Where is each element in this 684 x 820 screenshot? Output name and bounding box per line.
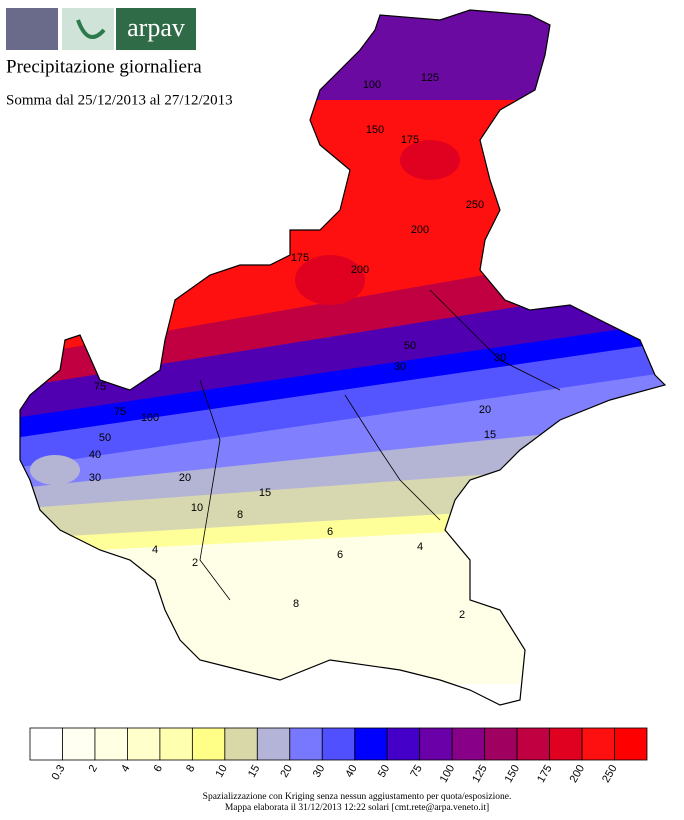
legend-label: 75: [408, 763, 425, 780]
legend-label: 30: [311, 763, 328, 780]
logo-mark-shape: [76, 19, 106, 40]
footer-note: Spazializzazione con Kriging senza nessu…: [203, 792, 512, 802]
contour-label: 40: [89, 449, 101, 461]
legend-swatch: [94, 727, 128, 761]
contour-label: 20: [479, 404, 491, 416]
province-border: [429, 289, 561, 391]
legend-label: 250: [600, 763, 620, 785]
legend-label: 15: [246, 763, 263, 780]
contour-label: 4: [152, 544, 158, 556]
subtitle: Somma dal 25/12/2013 al 27/12/2013: [6, 92, 233, 108]
contour-label: 10: [191, 502, 203, 514]
legend-swatch: [614, 727, 648, 761]
legend-label: 125: [470, 763, 490, 785]
logo-emblem: [6, 8, 58, 50]
legend-label: 100: [438, 763, 458, 785]
contour-label: 100: [363, 79, 381, 91]
legend-label: 8: [184, 763, 197, 774]
legend-swatch: [451, 727, 486, 761]
contour-label: 50: [99, 432, 111, 444]
legend-swatch: [191, 727, 226, 761]
logo-text: arpav: [127, 13, 185, 42]
legend-label: 4: [119, 763, 132, 774]
legend-swatch: [224, 727, 258, 761]
contour-label: 75: [94, 381, 106, 393]
band: [30, 455, 80, 485]
contour-label: 15: [484, 429, 496, 441]
legend-swatch: [419, 727, 453, 761]
contour-label: 175: [401, 134, 419, 146]
legend-label: 150: [503, 763, 523, 785]
band: [295, 255, 365, 305]
contour-label: 50: [404, 340, 416, 352]
contour-label: 20: [179, 472, 191, 484]
legend-swatch: [516, 727, 550, 761]
band: [400, 140, 460, 180]
contour-label: 125: [421, 72, 439, 84]
contour-label: 100: [141, 412, 159, 424]
footer-note: Mappa elaborata il 31/12/2013 12:22 sola…: [225, 803, 489, 813]
contour-label: 30: [394, 361, 406, 373]
contour-label: 4: [417, 541, 423, 553]
legend-label: 200: [568, 763, 588, 785]
legend-swatch: [581, 727, 615, 761]
province-border: [344, 394, 441, 521]
legend-swatch: [159, 727, 193, 761]
legend-label: 10: [213, 763, 230, 780]
contour-label: 30: [494, 352, 506, 364]
contour-label: 8: [237, 509, 243, 521]
logo-box: [116, 8, 196, 50]
contour-label: 250: [466, 199, 484, 211]
contour-label: 2: [459, 609, 465, 621]
legend-label: 175: [535, 763, 555, 785]
contour-label: 15: [259, 487, 271, 499]
legend-label: 6: [152, 763, 165, 774]
legend-swatch: [484, 727, 518, 761]
contour-label: 2: [192, 557, 198, 569]
contour-label: 200: [351, 264, 369, 276]
legend-label: 50: [376, 763, 393, 780]
legend-label: 20: [278, 763, 295, 780]
contour-label: 30: [89, 472, 101, 484]
legend-swatch: [321, 727, 356, 761]
logo-mark: [62, 8, 114, 50]
province-border: [199, 379, 231, 601]
contour-label: 6: [327, 526, 333, 538]
contour-label: 175: [291, 252, 309, 264]
legend-label: 2: [87, 763, 100, 774]
contour-label: 200: [411, 224, 429, 236]
legend-swatch: [62, 727, 96, 761]
title: Precipitazione giornaliera: [6, 56, 202, 77]
legend-label: 0.3: [50, 763, 68, 782]
legend-swatch: [256, 727, 291, 761]
legend-swatch: [127, 727, 161, 761]
legend-swatch: [354, 727, 388, 761]
contour-label: 8: [293, 598, 299, 610]
contour-label: 150: [366, 124, 384, 136]
legend-swatch: [386, 727, 421, 761]
contour-label: 75: [114, 406, 126, 418]
legend-label: 40: [343, 763, 360, 780]
contour-label: 6: [337, 549, 343, 561]
legend-swatch: [29, 727, 63, 761]
legend: 0.3 2 4 6 8 10 15 20 30 40 50 75 100 125 150 175 200 250: [29, 727, 648, 785]
legend-swatch: [549, 727, 583, 761]
legend-swatch: [289, 727, 323, 761]
